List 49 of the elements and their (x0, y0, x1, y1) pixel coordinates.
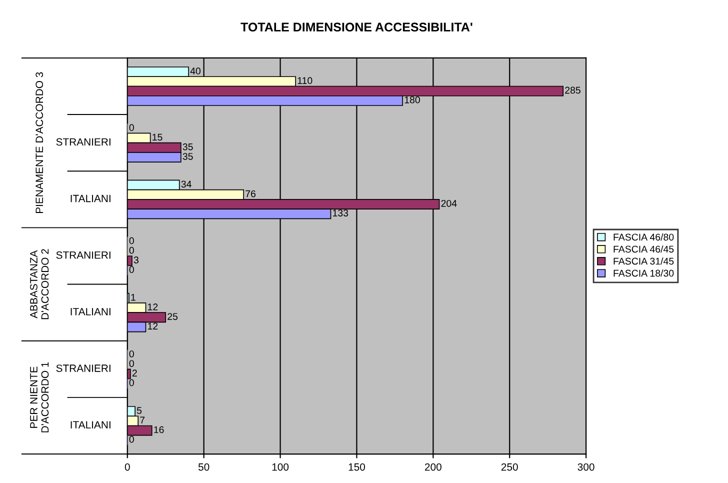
data-label: 35 (182, 152, 193, 160)
data-label: 0 (129, 350, 134, 358)
legend-label: FASCIA 46/45 (614, 245, 674, 253)
data-label: 1 (131, 294, 136, 301)
data-label: 0 (129, 379, 134, 386)
y-tick-label: ITALIANI (70, 421, 110, 428)
legend-label: FASCIA 18/30 (614, 270, 674, 277)
x-tick-label: 250 (501, 463, 518, 471)
data-label: 0 (129, 237, 134, 244)
data-label: 204 (441, 200, 457, 207)
text: PIENAMENTE D'ACCORDO 3 (36, 72, 44, 214)
data-label: 0 (129, 246, 134, 254)
data-label: 34 (181, 180, 192, 188)
text: ABBASTANZA D'ACCORDO 2 (30, 249, 49, 320)
data-label: 0 (129, 436, 134, 443)
data-label: 0 (129, 124, 134, 132)
data-label: 5 (136, 407, 142, 414)
y-tick-label: STRANIERI (56, 251, 110, 259)
y-tick-label: ITALIANI (70, 194, 110, 202)
data-label: 285 (565, 86, 580, 94)
y-tick-label: ITALIANI (70, 308, 110, 316)
data-label: 76 (246, 190, 256, 198)
data-label: 15 (152, 134, 162, 141)
data-label: 7 (140, 416, 145, 424)
data-label: 0 (129, 266, 134, 274)
x-tick-label: 0 (124, 463, 130, 471)
data-label: 133 (333, 210, 348, 216)
data-label: 12 (148, 303, 158, 310)
data-label: 0 (129, 360, 134, 367)
data-label: 40 (190, 68, 201, 74)
data-label: 2 (132, 370, 137, 376)
legend-label: FASCIA 31/45 (614, 258, 674, 265)
x-tick-label: 200 (424, 463, 442, 471)
data-label: 12 (148, 322, 158, 330)
y-tick-label: STRANIERI (56, 364, 110, 372)
x-tick-label: 50 (198, 463, 210, 471)
data-label: 16 (154, 426, 164, 434)
y-tick-label: STRANIERI (56, 138, 110, 146)
data-label: 180 (404, 96, 420, 104)
x-tick-label: 150 (348, 463, 366, 471)
chart-title: TOTALE DIMENSIONE ACCESSIBILITA' (240, 22, 472, 32)
text: PER NIENTE D'ACCORDO 1 (30, 362, 49, 432)
data-label: 3 (134, 256, 138, 264)
data-label: 25 (168, 313, 178, 320)
x-tick-label: 100 (272, 463, 289, 471)
data-label: 35 (182, 143, 193, 150)
legend-label: FASCIA 46/80 (614, 233, 674, 241)
data-label: 110 (298, 77, 312, 84)
x-tick-label: 300 (578, 463, 594, 471)
